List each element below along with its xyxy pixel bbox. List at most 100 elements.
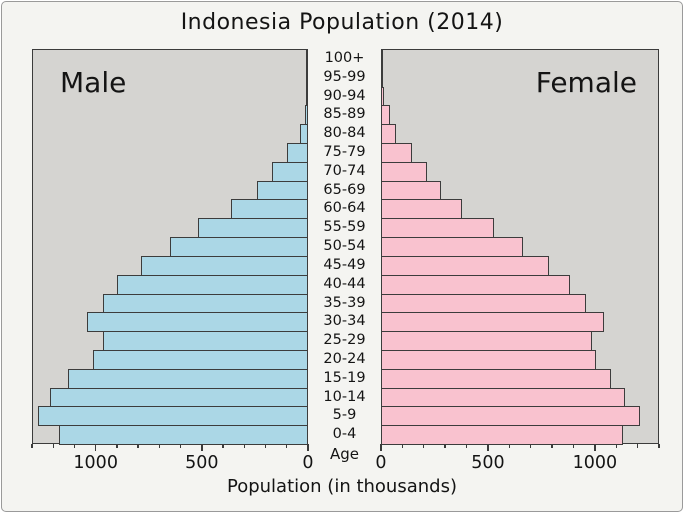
male-tick-label-500: 500 [185,453,219,473]
age-label-45-49: 45-49 [323,256,366,273]
male-tick-500 [201,444,203,451]
bar-male-55-59 [197,218,308,239]
bar-male-40-44 [116,274,308,295]
bar-male-20-24 [92,349,308,370]
bar-male-60-64 [230,199,308,220]
bar-male-45-49 [141,255,308,276]
female-tick-label-500: 500 [471,453,505,473]
female-tick-0 [380,444,382,451]
female-panel: Female [381,49,659,445]
female-tick-200 [423,444,425,448]
male-tick-800 [137,444,139,448]
bar-female-50-54 [381,237,524,257]
bar-female-5-9 [381,406,640,427]
female-tick-800 [551,444,553,448]
male-tick-0 [307,444,309,451]
bar-male-0-4 [58,425,308,445]
age-label-30-34: 30-34 [323,313,366,330]
age-label-25-29: 25-29 [323,332,366,349]
bar-female-70-74 [381,161,427,182]
bar-female-75-79 [381,143,412,163]
bar-male-75-79 [286,143,308,163]
male-tick-200 [264,444,267,448]
female-tick-1200 [636,444,639,448]
male-panel: Male [32,49,308,445]
age-label-10-14: 10-14 [323,388,366,405]
age-label-40-44: 40-44 [323,275,366,292]
bar-female-20-24 [381,349,596,370]
age-label-100+: 100+ [324,50,365,66]
male-tick-100 [286,444,288,448]
male-tick-1100 [73,444,76,448]
male-tick-1000 [94,444,97,451]
bar-male-15-19 [68,368,308,389]
female-tick-900 [572,444,575,448]
bar-female-15-19 [381,368,611,389]
bar-female-10-14 [381,387,625,408]
bar-female-80-84 [381,124,396,145]
bar-female-55-59 [381,218,495,239]
female-tick-100 [401,444,404,448]
female-tick-1000 [594,444,596,451]
male-tick-900 [116,444,118,448]
bar-male-80-84 [299,124,308,145]
female-tick-label-0: 0 [375,453,387,473]
male-tick-700 [158,444,161,448]
bar-female-35-39 [381,293,587,314]
age-label-20-24: 20-24 [323,350,366,367]
chart-title: Indonesia Population (2014) [180,10,504,35]
bar-female-45-49 [381,255,549,276]
male-tick-label-0: 0 [302,453,314,473]
bar-female-90-94 [381,86,384,107]
bar-female-25-29 [381,331,592,351]
bar-female-40-44 [381,274,571,295]
male-tick-1300 [31,444,33,448]
bar-male-50-54 [170,237,308,257]
male-tick-600 [179,444,182,448]
bar-male-30-34 [87,312,308,333]
x-axis-label: Population (in thousands) [227,476,457,497]
female-tick-1100 [615,444,617,448]
age-label-50-54: 50-54 [323,238,366,255]
age-label-95-99: 95-99 [323,68,366,85]
male-tick-1200 [52,444,54,448]
bar-female-60-64 [381,199,463,220]
bar-male-35-39 [103,293,308,314]
female-tick-1300 [658,444,660,448]
age-label-60-64: 60-64 [323,200,366,217]
age-axis-label: Age [329,445,359,463]
bar-female-0-4 [381,425,623,445]
age-label-0-4: 0-4 [332,426,357,443]
bar-female-30-34 [381,312,605,333]
age-label-15-19: 15-19 [323,369,366,386]
bar-female-85-89 [381,105,391,126]
age-label-65-69: 65-69 [323,181,366,198]
male-panel-label: Male [60,66,127,99]
bar-female-65-69 [381,180,441,201]
bar-male-65-69 [257,180,308,201]
female-panel-label: Female [535,66,637,99]
age-label-90-94: 90-94 [323,87,366,104]
bar-male-5-9 [38,406,308,427]
age-label-85-89: 85-89 [323,106,366,123]
female-tick-label-1000: 1000 [572,453,618,473]
bar-male-70-74 [271,161,308,182]
bar-female-100+ [381,49,383,69]
bar-female-95-99 [381,67,383,88]
bar-male-25-29 [103,331,308,351]
female-tick-700 [529,444,532,448]
age-group-label-column: 100+ 95-99 90-94 85-89 80-84 75-79 70-74 65-69 6… [308,49,381,444]
age-label-70-74: 70-74 [323,162,366,179]
female-tick-300 [444,444,446,448]
female-tick-600 [508,444,510,448]
age-label-75-79: 75-79 [323,144,366,161]
age-label-80-84: 80-84 [323,125,366,142]
female-tick-400 [465,444,468,448]
male-tick-label-1000: 1000 [73,453,118,473]
age-label-5-9: 5-9 [332,407,357,424]
male-tick-400 [222,444,224,448]
male-tick-300 [243,444,245,448]
female-tick-500 [487,444,489,451]
bar-male-10-14 [50,387,308,408]
